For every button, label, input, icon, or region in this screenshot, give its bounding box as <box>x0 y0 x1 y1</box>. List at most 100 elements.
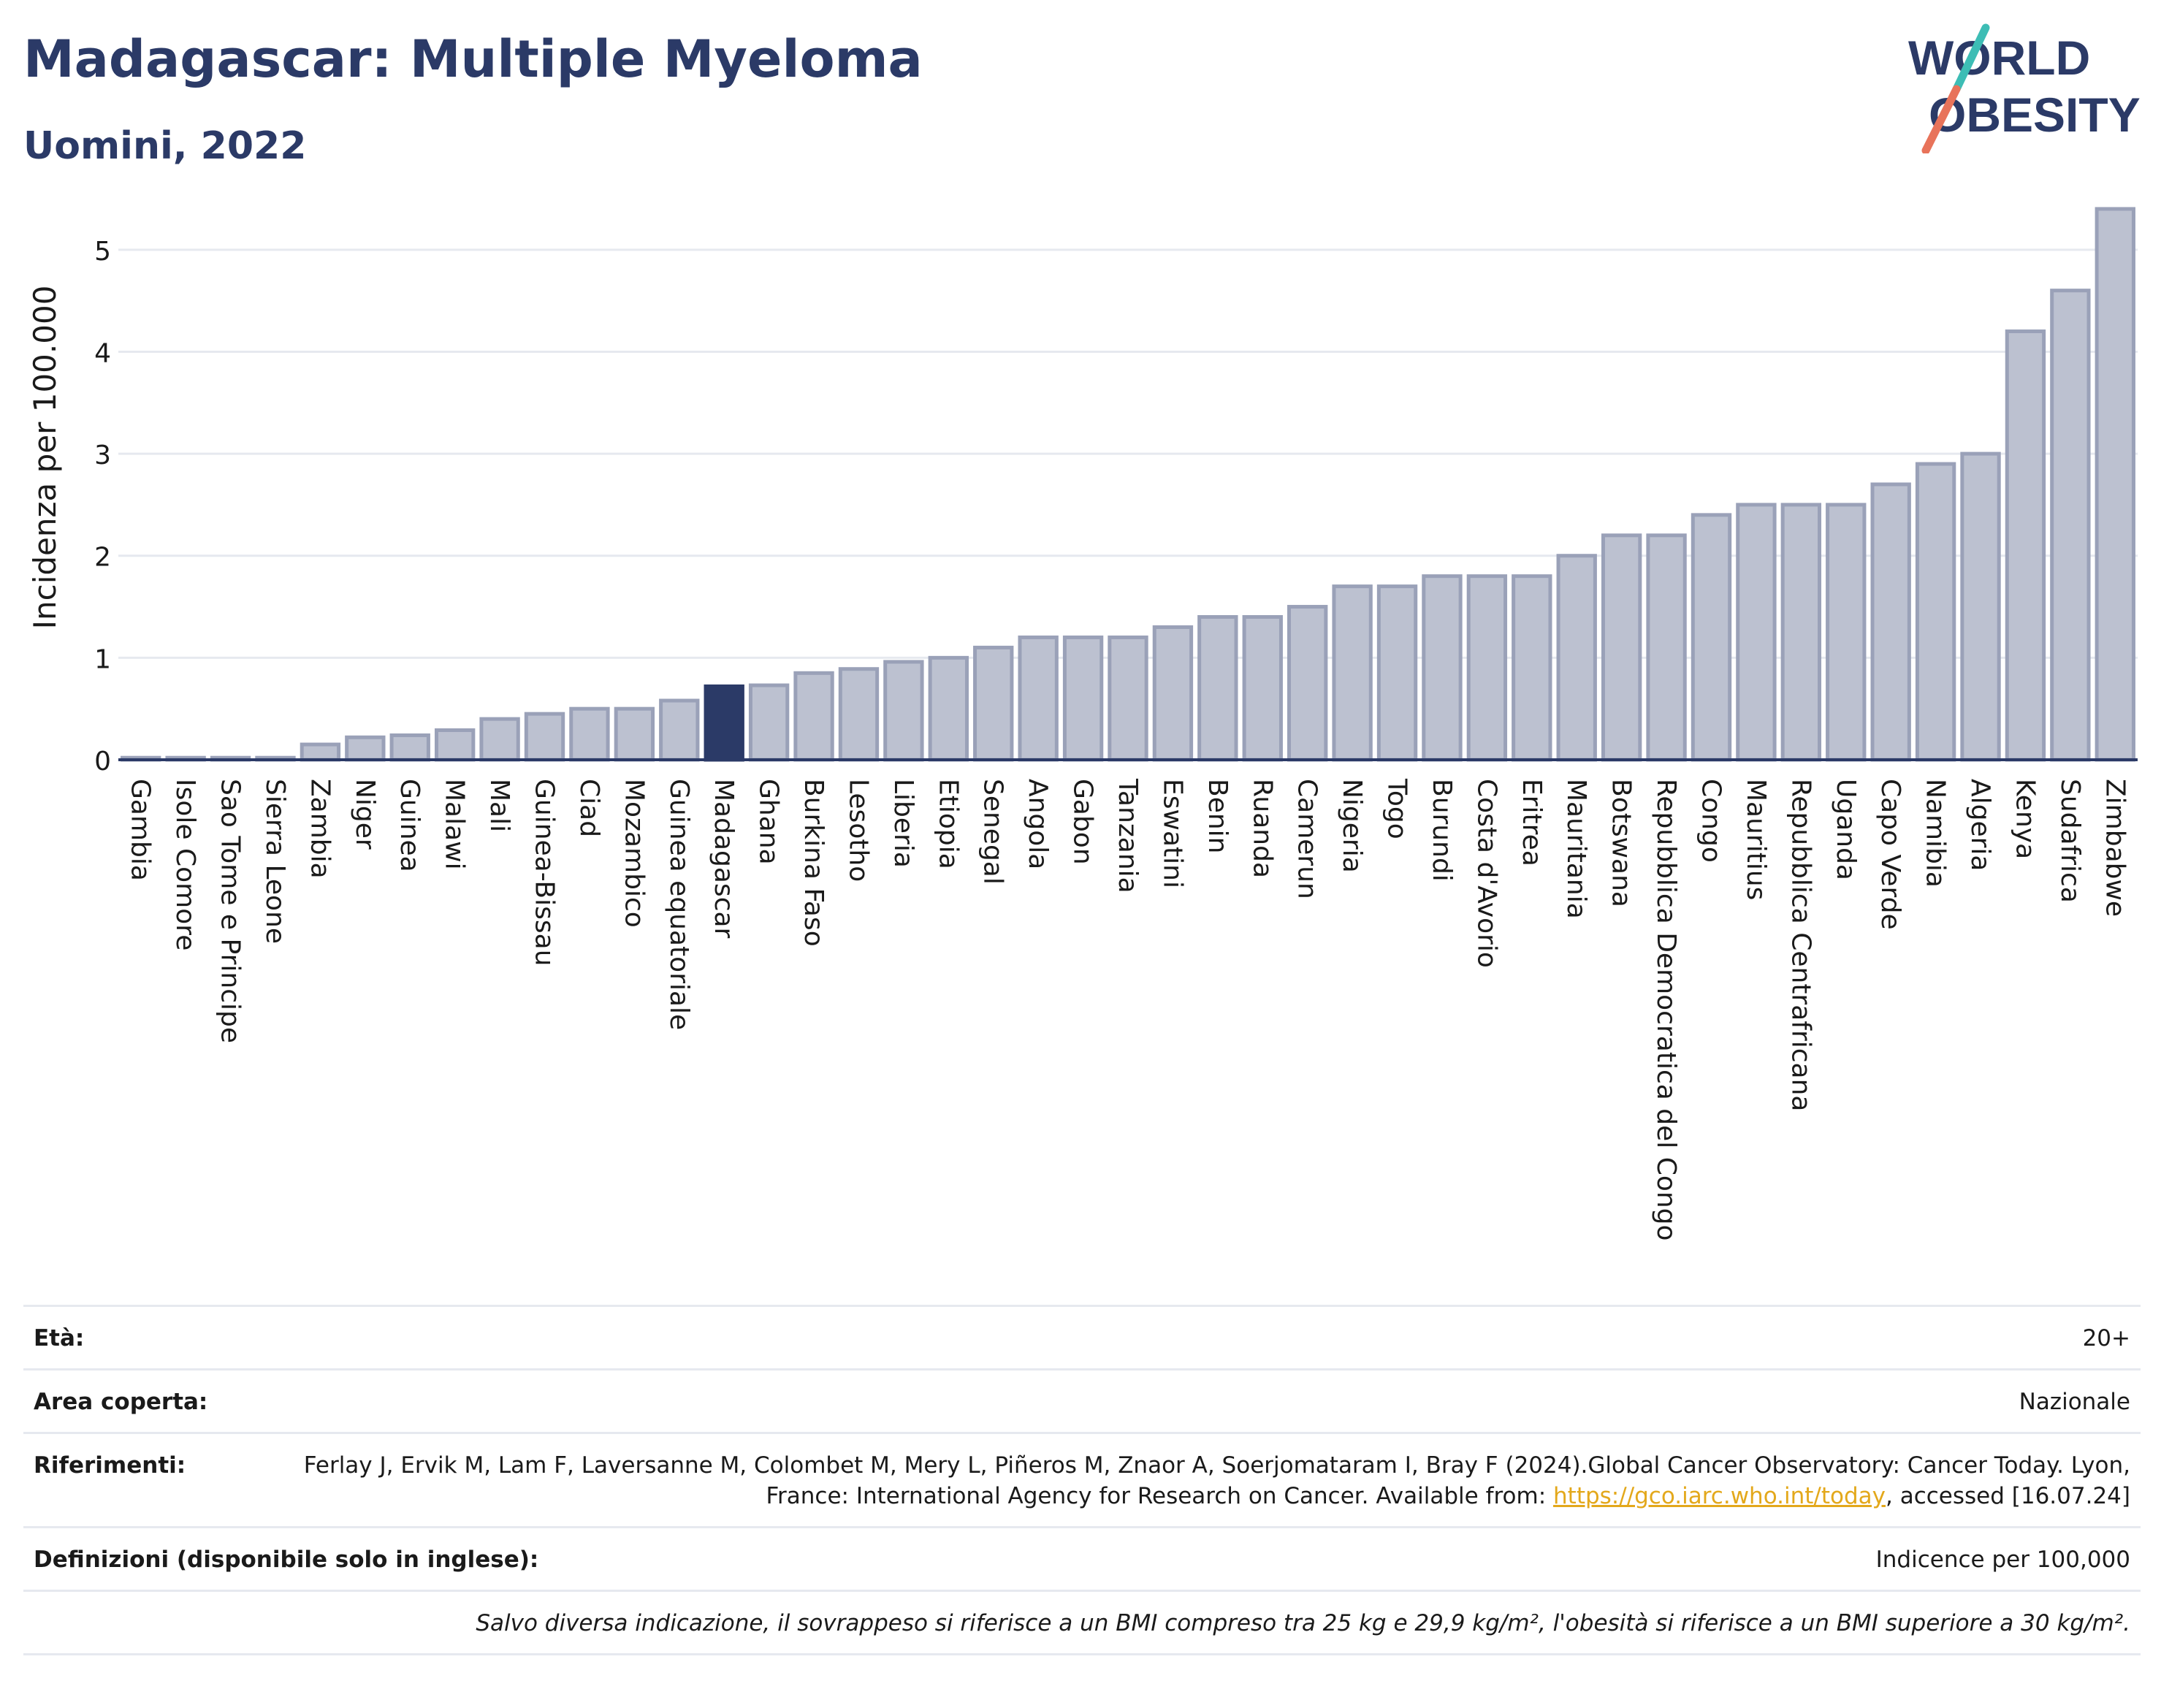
meta-row-age: Età: 20+ <box>23 1305 2141 1368</box>
bar-nigeria[interactable] <box>1332 584 1373 762</box>
bar-lesotho[interactable] <box>838 667 880 762</box>
bar-capo-verde[interactable] <box>1870 482 1911 762</box>
bar-mozambico[interactable] <box>614 706 655 762</box>
bar-burundi[interactable] <box>1422 574 1463 762</box>
bar-guinea[interactable] <box>389 733 430 762</box>
bar-ruanda[interactable] <box>1242 615 1283 762</box>
y-tick-label: 0 <box>94 747 111 777</box>
x-tick-label: Angola <box>1023 779 1053 869</box>
x-tick-label: Guinea equatoriale <box>664 779 694 1030</box>
logo-slash-top <box>1952 23 1990 94</box>
x-tick-label: Zambia <box>305 779 335 879</box>
y-tick-label: 2 <box>94 543 111 573</box>
bar-burkina-faso[interactable] <box>793 671 834 762</box>
bar-madagascar[interactable] <box>704 684 744 762</box>
bar-zambia[interactable] <box>300 742 341 762</box>
bar-mauritania[interactable] <box>1556 554 1597 762</box>
bar-eritrea[interactable] <box>1512 574 1552 762</box>
bar-guinea-bissau[interactable] <box>524 712 565 762</box>
bar-algeria[interactable] <box>1960 451 2001 762</box>
x-tick-label: Gabon <box>1068 779 1098 865</box>
bar-repubblica-centrafricana[interactable] <box>1780 503 1822 762</box>
y-tick-label: 4 <box>94 338 111 368</box>
bar-botswana[interactable] <box>1601 533 1642 762</box>
bar-costa-d-avorio[interactable] <box>1466 574 1508 762</box>
x-tick-label: Mali <box>484 779 514 832</box>
y-axis-ticks: 0 1 2 3 4 5 <box>94 237 111 777</box>
x-tick-label: Malawi <box>440 779 470 870</box>
x-tick-label: Costa d'Avorio <box>1471 779 1501 968</box>
bar-mali[interactable] <box>479 717 520 762</box>
page-title: Madagascar: Multiple Myeloma <box>23 29 923 89</box>
bar-angola[interactable] <box>1018 635 1059 762</box>
bar-ghana[interactable] <box>748 683 790 762</box>
x-tick-label: Tanzania <box>1113 778 1143 893</box>
bar-mauritius[interactable] <box>1736 503 1777 762</box>
x-tick-label: Zimbabwe <box>2100 779 2130 917</box>
definitions-value: Indicence per 100,000 <box>1875 1547 2130 1573</box>
x-tick-label: Mauritania <box>1561 779 1591 919</box>
meta-row-area: Area coperta: Nazionale <box>23 1368 2141 1432</box>
x-tick-label: Isole Comore <box>170 779 200 950</box>
references-label: Riferimenti: <box>34 1452 186 1479</box>
x-tick-label: Nigeria <box>1337 779 1367 873</box>
bar-senegal[interactable] <box>973 645 1014 762</box>
x-tick-label: Eswatini <box>1157 779 1187 888</box>
bar-guinea-equatoriale[interactable] <box>659 698 700 762</box>
definitions-label: Definizioni (disponibile solo in inglese… <box>34 1547 539 1573</box>
x-tick-label: Repubblica Democratica del Congo <box>1651 779 1681 1241</box>
x-tick-label: Burkina Faso <box>799 779 828 947</box>
bar-togo[interactable] <box>1376 584 1418 762</box>
bar-chart: 0 1 2 3 4 5 Gambia Isole Comore Sao Tome e Prin… <box>27 207 2138 1241</box>
x-tick-label: Sierra Leone <box>260 779 290 944</box>
x-tick-label: Etiopia <box>933 779 963 869</box>
y-axis-title: Incidenza per 100.000 <box>27 286 63 630</box>
world-obesity-logo: WORLD OBESITY <box>1908 23 2141 153</box>
bars <box>121 207 2135 762</box>
bar-etiopia[interactable] <box>928 655 969 762</box>
logo-slash-bottom <box>1921 85 1961 153</box>
x-tick-label: Camerun <box>1292 779 1322 899</box>
bar-liberia[interactable] <box>883 660 924 762</box>
x-tick-label: Lesotho <box>843 779 873 882</box>
x-axis-labels: Gambia Isole Comore Sao Tome e Principe Sie… <box>126 778 2130 1241</box>
x-tick-label: Madagascar <box>709 779 739 939</box>
references-link[interactable]: https://gco.iarc.who.int/today <box>1553 1483 1886 1509</box>
references-value: Ferlay J, Ervik M, Lam F, Laversanne M, … <box>186 1450 2130 1511</box>
bar-repubblica-democratica-del-congo[interactable] <box>1646 533 1687 762</box>
bar-gabon[interactable] <box>1062 635 1104 762</box>
y-tick-label: 1 <box>94 644 111 674</box>
x-tick-label: Kenya <box>2010 779 2040 859</box>
x-tick-label: Congo <box>1696 779 1726 863</box>
bar-sudafrica[interactable] <box>2050 289 2091 762</box>
x-tick-label: Senegal <box>978 779 1008 885</box>
logo-text-world: WORLD <box>1908 31 2090 85</box>
x-tick-label: Repubblica Centrafricana <box>1785 779 1815 1112</box>
bar-uganda[interactable] <box>1826 503 1867 762</box>
bar-ciad[interactable] <box>569 706 610 762</box>
bar-malawi[interactable] <box>434 728 476 762</box>
x-tick-label: Guinea-Bissau <box>530 779 560 967</box>
bar-tanzania[interactable] <box>1108 635 1148 762</box>
x-tick-label: Togo <box>1382 778 1412 839</box>
bar-niger[interactable] <box>345 735 386 762</box>
bar-eswatini[interactable] <box>1152 625 1194 762</box>
x-tick-label: Capo Verde <box>1875 779 1905 930</box>
bar-namibia[interactable] <box>1915 462 1956 762</box>
bar-zimbabwe[interactable] <box>2095 207 2135 762</box>
x-tick-label: Benin <box>1203 779 1232 853</box>
x-tick-label: Mozambico <box>619 779 649 928</box>
bar-camerun[interactable] <box>1287 605 1328 762</box>
references-text: Ferlay J, Ervik M, Lam F, Laversanne M, … <box>303 1452 2130 1509</box>
bar-benin[interactable] <box>1197 615 1238 762</box>
metadata-table: Età: 20+ Area coperta: Nazionale Riferim… <box>23 1305 2141 1655</box>
bar-congo[interactable] <box>1691 513 1732 762</box>
bar-kenya[interactable] <box>2005 329 2046 762</box>
x-tick-label: Niger <box>350 779 380 850</box>
x-tick-label: Botswana <box>1607 779 1636 907</box>
y-tick-label: 3 <box>94 441 111 470</box>
x-tick-label: Eritrea <box>1517 779 1547 866</box>
meta-row-definitions: Definizioni (disponibile solo in inglese… <box>23 1526 2141 1590</box>
x-tick-label: Ghana <box>754 779 784 865</box>
x-tick-label: Ruanda <box>1247 779 1277 878</box>
